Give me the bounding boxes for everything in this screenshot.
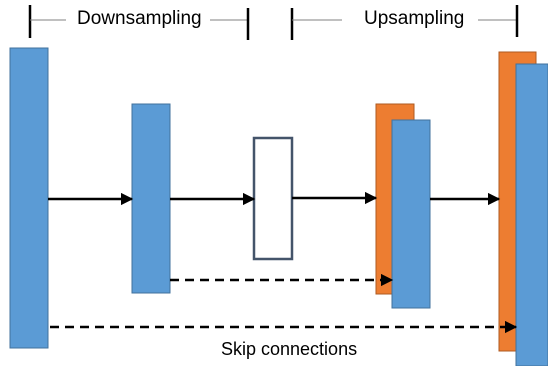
- decoder-block-1: [391, 119, 431, 309]
- downsampling-bracket: [28, 5, 250, 40]
- upsampling-bracket: [290, 5, 519, 40]
- upsampling-label: Upsampling: [364, 8, 465, 29]
- encoder-block-2: [131, 103, 171, 294]
- decoder-block-2: [515, 63, 548, 366]
- skip-connections-label: Skip connections: [221, 339, 358, 359]
- encoder-block-1: [9, 47, 49, 349]
- bottleneck-block: [252, 136, 294, 261]
- downsampling-label: Downsampling: [77, 8, 202, 29]
